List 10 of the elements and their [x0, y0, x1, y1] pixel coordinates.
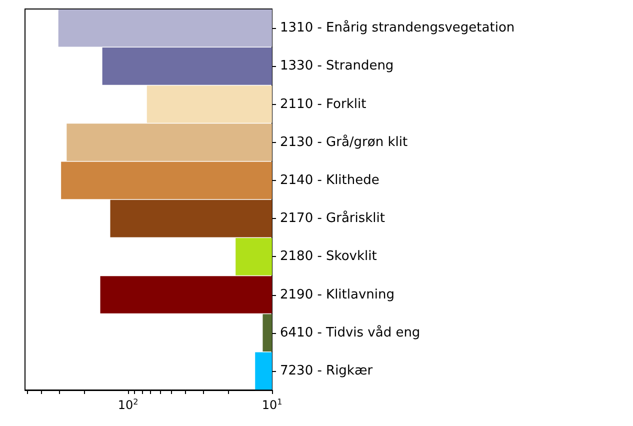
- y-tick-label: 2180 - Skovklit: [280, 249, 377, 264]
- y-tick-label: 7230 - Rigkær: [280, 363, 374, 378]
- y-tick-label: 1310 - Enårig strandengsvegetation: [280, 20, 515, 36]
- y-tick-label: 2110 - Forklit: [280, 96, 366, 112]
- y-tick-label: 1330 - Strandeng: [280, 58, 394, 74]
- y-tick-label: 2130 - Grå/grøn klit: [280, 134, 408, 150]
- y-tick-label: 6410 - Tidvis våd eng: [280, 324, 420, 340]
- y-tick-label: 2140 - Klithede: [280, 172, 380, 188]
- y-tick-label: 2170 - Grårisklit: [280, 210, 386, 226]
- y-tick-label: 2190 - Klitlavning: [280, 287, 394, 302]
